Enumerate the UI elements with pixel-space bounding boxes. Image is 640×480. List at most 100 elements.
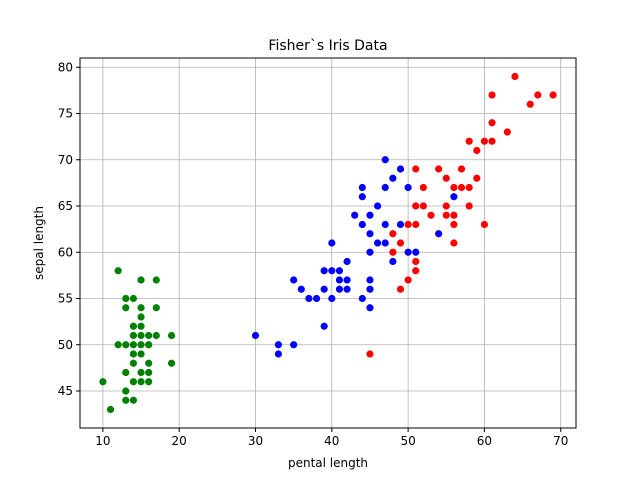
point-setosa (129, 331, 138, 340)
point-setosa (122, 341, 130, 349)
point-setosa (122, 294, 130, 303)
point-virginica (488, 91, 496, 99)
point-setosa (122, 304, 130, 312)
point-versicolor (450, 193, 458, 201)
point-setosa (106, 405, 115, 414)
point-virginica (412, 267, 420, 275)
point-versicolor (381, 239, 389, 247)
point-versicolor (412, 248, 420, 256)
point-versicolor (320, 267, 328, 275)
point-setosa (114, 267, 122, 275)
point-setosa (145, 341, 153, 349)
point-virginica (549, 91, 557, 99)
point-setosa (152, 304, 160, 312)
point-setosa (137, 341, 145, 349)
axis-ticks: 10 20 30 40 50 60 70 45 50 55 60 65 70 75 80 (58, 60, 569, 448)
point-versicolor (366, 285, 374, 293)
point-virginica (488, 119, 496, 127)
point-versicolor (335, 267, 344, 275)
point-setosa (129, 322, 138, 330)
point-versicolor (328, 267, 336, 275)
point-versicolor (274, 350, 282, 358)
point-setosa (152, 276, 160, 284)
point-virginica (450, 211, 458, 219)
point-virginica (396, 239, 405, 247)
point-setosa (167, 331, 176, 340)
point-virginica (412, 220, 420, 229)
point-virginica (389, 230, 397, 238)
point-versicolor (374, 202, 382, 210)
point-versicolor (343, 276, 351, 284)
point-virginica (503, 128, 511, 136)
y-tick-label: 65 (58, 199, 73, 213)
point-virginica (480, 137, 489, 145)
point-versicolor (404, 248, 412, 256)
point-setosa (145, 378, 153, 386)
point-setosa (99, 378, 107, 386)
point-versicolor (335, 285, 344, 293)
x-tick-label: 20 (172, 434, 187, 448)
point-versicolor (389, 174, 397, 182)
grid (80, 58, 576, 428)
point-setosa (137, 368, 145, 377)
point-versicolor (366, 276, 374, 284)
point-virginica (389, 248, 397, 256)
point-versicolor (358, 193, 366, 201)
y-tick-label: 75 (58, 107, 73, 121)
point-virginica (473, 174, 481, 182)
point-versicolor (251, 331, 260, 340)
point-virginica (442, 211, 450, 219)
point-virginica (473, 146, 481, 155)
point-virginica (427, 211, 435, 219)
point-virginica (412, 165, 420, 173)
point-versicolor (351, 211, 359, 219)
point-setosa (145, 368, 153, 377)
point-versicolor (389, 257, 397, 266)
chart-title: Fisher`s Iris Data (268, 38, 387, 54)
point-virginica (465, 202, 473, 210)
point-setosa (137, 350, 145, 358)
point-virginica (488, 137, 496, 145)
point-versicolor (396, 220, 405, 229)
point-versicolor (404, 183, 412, 192)
point-virginica (412, 257, 420, 266)
point-virginica (442, 174, 450, 182)
point-virginica (366, 350, 374, 358)
point-setosa (129, 378, 138, 386)
point-versicolor (435, 230, 443, 238)
x-tick-label: 50 (400, 434, 415, 448)
point-virginica (457, 165, 466, 173)
point-setosa (122, 368, 130, 377)
point-virginica (457, 183, 466, 192)
point-setosa (137, 304, 145, 312)
point-setosa (129, 341, 138, 349)
point-versicolor (374, 239, 382, 247)
point-virginica (435, 165, 443, 173)
point-versicolor (320, 322, 328, 330)
point-versicolor (305, 294, 313, 303)
data-points (99, 72, 557, 414)
y-tick-label: 70 (58, 153, 73, 167)
point-versicolor (381, 183, 389, 192)
x-tick-label: 60 (477, 434, 492, 448)
x-tick-label: 40 (324, 434, 339, 448)
point-virginica (450, 220, 458, 229)
point-setosa (129, 294, 138, 303)
point-virginica (534, 91, 542, 99)
point-versicolor (328, 294, 336, 303)
y-tick-label: 60 (58, 245, 73, 259)
point-setosa (167, 359, 176, 367)
point-setosa (145, 331, 153, 340)
plot-frame (79, 57, 577, 429)
point-virginica (404, 220, 412, 229)
y-axis-label: sepal length (32, 206, 46, 280)
point-versicolor (290, 341, 298, 349)
point-virginica (412, 202, 420, 210)
point-virginica (526, 100, 534, 108)
point-versicolor (381, 156, 389, 164)
point-versicolor (358, 220, 366, 229)
point-setosa (129, 359, 138, 367)
point-versicolor (343, 257, 351, 266)
